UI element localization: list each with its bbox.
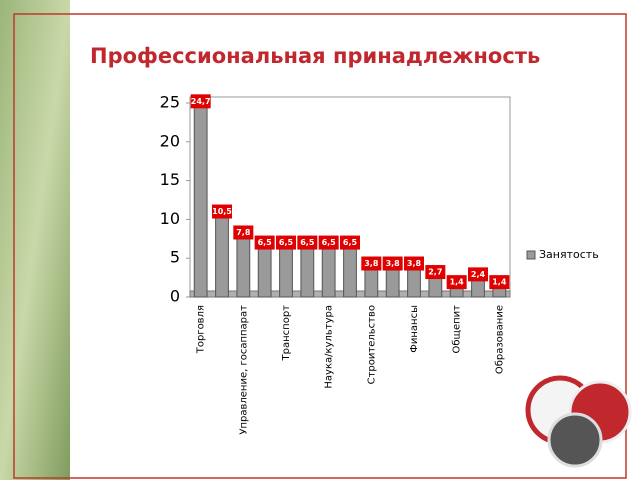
- legend-swatch: [526, 250, 536, 260]
- bar: [300, 246, 315, 298]
- value-label-box: [446, 275, 467, 290]
- y-tick-label: 5: [170, 248, 180, 267]
- frame: [13, 13, 627, 479]
- x-tick-label: Торговля: [196, 305, 207, 354]
- bar: [215, 215, 229, 298]
- value-label-box: [425, 265, 446, 280]
- logo: [547, 412, 603, 468]
- value-label: 3,8: [407, 259, 422, 268]
- bar: [343, 246, 357, 298]
- y-tick-label: 0: [170, 287, 180, 306]
- value-label-box: [340, 235, 360, 250]
- chart-title: Профессиональная принадлежность: [90, 44, 540, 68]
- bar: [257, 246, 272, 298]
- value-label: 6,5: [322, 238, 337, 247]
- value-label: 2,7: [428, 268, 442, 277]
- y-tick-label: 20: [160, 131, 180, 150]
- x-tick-label: Транспорт: [281, 305, 292, 362]
- bar: [279, 246, 293, 298]
- value-label: 2,4: [471, 270, 486, 279]
- value-label: 3,8: [364, 259, 379, 268]
- logos: [525, 375, 632, 468]
- x-tick-label: Строительство: [366, 305, 377, 384]
- legend-label: Занятость: [539, 248, 599, 261]
- x-tick-label: Наука/культура: [324, 305, 335, 389]
- y-tick-label: 25: [160, 93, 180, 112]
- value-label: 10,5: [212, 207, 232, 216]
- x-tick-label: Финансы: [409, 305, 420, 353]
- value-label: 1,4: [492, 278, 507, 287]
- value-label: 3,8: [386, 259, 401, 268]
- value-label-box: [361, 256, 382, 271]
- value-label-box: [468, 267, 488, 282]
- bar: [321, 246, 336, 298]
- value-label-box: [489, 275, 510, 290]
- value-label: 7,8: [236, 228, 251, 237]
- value-label-box: [276, 235, 296, 250]
- bar: [193, 104, 208, 298]
- y-tick-label: 10: [160, 209, 180, 228]
- value-label-box: [382, 256, 403, 271]
- value-label: 6,5: [258, 238, 273, 247]
- value-label: 1,4: [450, 278, 465, 287]
- value-label: 6,5: [300, 238, 315, 247]
- value-label-box: [190, 94, 211, 109]
- bar: [236, 235, 251, 298]
- value-label: 6,5: [279, 238, 294, 247]
- value-label-box: [297, 235, 318, 250]
- value-label-box: [233, 225, 254, 240]
- bar: [428, 275, 443, 298]
- bar: [364, 267, 379, 298]
- value-label-box: [404, 256, 424, 271]
- y-tick-label: 15: [160, 170, 180, 189]
- leaf-strip: [0, 0, 70, 480]
- value-label-box: [254, 235, 275, 250]
- x-tick-label: Образование: [494, 305, 505, 374]
- bar: [385, 267, 400, 298]
- x-tick-label: Управление, госаппарат: [238, 305, 249, 435]
- value-label-box: [318, 235, 339, 250]
- x-tick-label: Общепит: [452, 305, 463, 354]
- value-label-box: [212, 204, 232, 219]
- value-label: 24,7: [191, 97, 211, 106]
- value-label: 6,5: [343, 238, 358, 247]
- bar: [407, 267, 421, 298]
